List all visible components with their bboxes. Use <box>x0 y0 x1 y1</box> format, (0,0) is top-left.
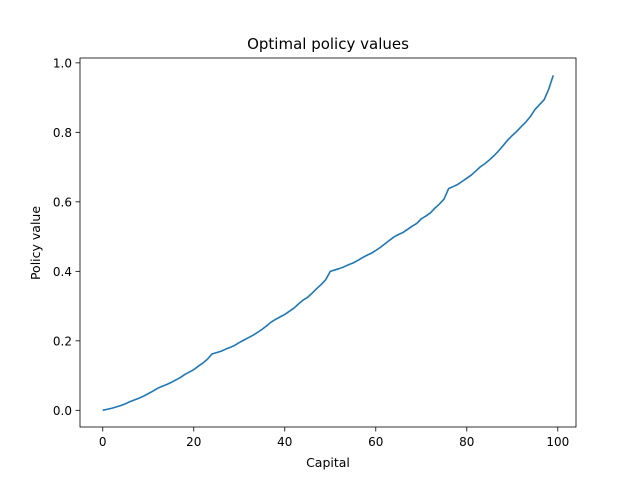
x-tick-label: 60 <box>368 435 383 449</box>
x-axis-label: Capital <box>306 455 350 470</box>
x-tick-label: 40 <box>277 435 292 449</box>
x-tick-label: 80 <box>459 435 474 449</box>
chart-title: Optimal policy values <box>247 35 409 53</box>
series-line-0 <box>102 75 555 412</box>
y-tick-label: 1.0 <box>53 56 72 70</box>
x-tick-label: 0 <box>99 435 107 449</box>
y-tick-label: 0.2 <box>53 334 72 348</box>
y-tick-label: 0.6 <box>53 195 72 209</box>
plot-area <box>79 57 577 428</box>
x-axis-ticks: 0 20 40 60 80 100 <box>99 427 569 449</box>
x-tick-label: 20 <box>186 435 201 449</box>
x-tick-label: 100 <box>546 435 569 449</box>
y-tick-label: 0.4 <box>53 265 72 279</box>
y-tick-label: 0.0 <box>53 404 72 418</box>
y-tick-label: 0.8 <box>53 126 72 140</box>
axes-frame <box>79 57 577 428</box>
y-axis-ticks: 0.0 0.2 0.4 0.6 0.8 1.0 <box>53 56 80 418</box>
y-axis-label: Policy value <box>28 206 43 280</box>
